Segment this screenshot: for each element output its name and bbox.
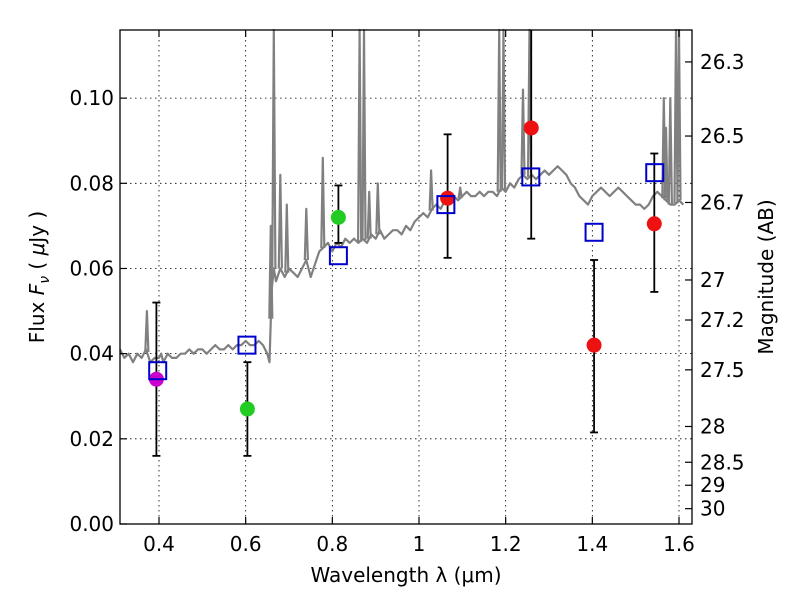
model-point bbox=[148, 361, 168, 381]
mag-tick-label: 29 bbox=[700, 473, 725, 497]
emission-line bbox=[496, 28, 502, 192]
x-tick-label: 0.6 bbox=[230, 532, 262, 556]
axis-ticks bbox=[120, 30, 692, 525]
emission-line bbox=[268, 224, 274, 319]
emission-line bbox=[320, 156, 326, 249]
emission-line bbox=[676, 28, 682, 201]
plot-frame bbox=[119, 29, 693, 525]
observed-point bbox=[239, 401, 255, 417]
model-point bbox=[237, 335, 257, 355]
mag-tick-label: 27.2 bbox=[700, 308, 745, 332]
y-axis-label-prefix: Flux bbox=[25, 295, 49, 343]
y-tick-label: 0.06 bbox=[69, 256, 114, 280]
emission-line bbox=[357, 28, 363, 242]
emission-line bbox=[144, 310, 150, 353]
mag-tick-label: 28.5 bbox=[700, 450, 745, 474]
x-tick-label: 1 bbox=[413, 532, 426, 556]
mag-tick-label: 28 bbox=[700, 414, 725, 438]
y-tick-label: 0.02 bbox=[69, 427, 114, 451]
observed-point bbox=[586, 337, 602, 353]
mag-tick-label: 26.3 bbox=[700, 50, 745, 74]
mag-tick-label: 26.7 bbox=[700, 190, 745, 214]
emission-line bbox=[375, 182, 381, 235]
y2-axis-label: Magnitude (AB) bbox=[754, 199, 778, 354]
model-point bbox=[436, 195, 456, 215]
observed-point bbox=[646, 216, 662, 232]
emission-line bbox=[271, 28, 277, 269]
y-axis-label-close: Jy ) bbox=[25, 211, 49, 245]
mag-tick-label: 27 bbox=[700, 268, 725, 292]
emission-line bbox=[667, 96, 673, 205]
mag-tick-label: 30 bbox=[700, 497, 725, 521]
model-point bbox=[328, 246, 348, 266]
y-tick-label: 0.00 bbox=[69, 512, 114, 536]
grid bbox=[120, 30, 692, 524]
x-tick-label: 0.4 bbox=[143, 532, 175, 556]
emission-line bbox=[303, 207, 309, 261]
model-point bbox=[521, 167, 541, 187]
y-axis-label-open: ( bbox=[25, 255, 49, 276]
y-tick-label: 0.08 bbox=[69, 171, 114, 195]
mag-tick-label: 26.5 bbox=[700, 124, 745, 148]
emission-line bbox=[277, 173, 283, 269]
mag-tick-label: 27.5 bbox=[700, 358, 745, 382]
emission-line bbox=[366, 190, 372, 239]
y-axis-label-var: F bbox=[25, 283, 49, 295]
plot-area bbox=[119, 28, 685, 457]
y-axis-label: Flux Fν ( μJy ) bbox=[25, 211, 53, 343]
spectrum-line bbox=[119, 165, 685, 364]
emission-line bbox=[663, 126, 669, 201]
emission-line bbox=[500, 28, 507, 190]
model-point bbox=[645, 163, 665, 183]
observed-point bbox=[330, 209, 346, 225]
x-tick-label: 1.2 bbox=[490, 532, 522, 556]
x-tick-label: 0.8 bbox=[316, 532, 348, 556]
observed-point bbox=[440, 190, 456, 206]
x-tick-label: 1.6 bbox=[663, 532, 695, 556]
emission-line bbox=[361, 28, 367, 240]
observed-point bbox=[523, 120, 539, 136]
y-axis-label-sub: ν bbox=[37, 276, 53, 284]
x-tick-label: 1.4 bbox=[576, 532, 608, 556]
emission-line bbox=[428, 169, 434, 211]
y-tick-label: 0.04 bbox=[69, 342, 114, 366]
y-axis-label-mu: μ bbox=[25, 243, 49, 257]
emission-line bbox=[520, 88, 526, 175]
y-tick-label: 0.10 bbox=[69, 86, 114, 110]
x-axis-label: Wavelength λ (μm) bbox=[310, 563, 501, 587]
emission-line bbox=[284, 203, 290, 273]
emission-line bbox=[457, 186, 463, 199]
model-point bbox=[584, 222, 604, 242]
